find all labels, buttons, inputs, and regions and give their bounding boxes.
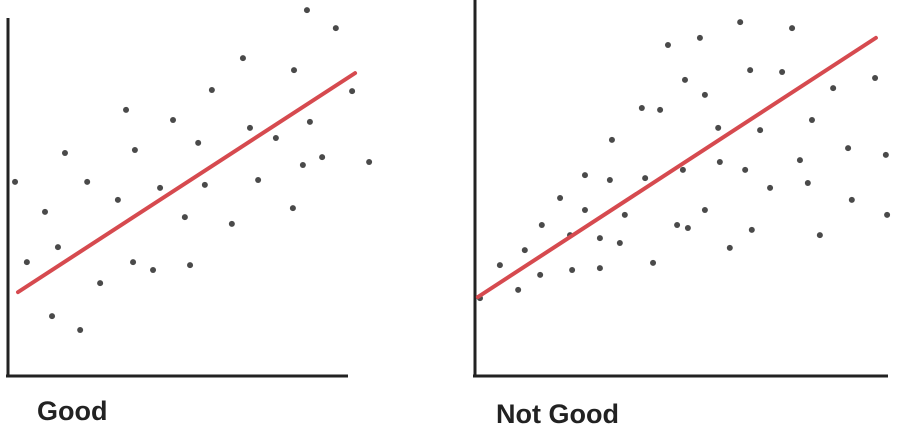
scatter-point xyxy=(830,85,837,92)
scatter-point xyxy=(701,91,708,98)
scatter-point xyxy=(804,180,811,186)
scatter-point xyxy=(228,220,235,227)
scatter-point xyxy=(701,207,708,213)
scatter-point xyxy=(272,135,279,141)
scatter-point xyxy=(557,195,564,201)
scatter-point xyxy=(650,259,657,266)
scatter-point xyxy=(123,106,130,113)
scatter-point xyxy=(747,67,754,74)
scatter-point xyxy=(767,184,774,191)
scatter-point xyxy=(596,265,603,272)
scatter-point xyxy=(181,214,188,221)
scatter-point xyxy=(306,118,313,125)
scatter-point xyxy=(816,232,823,239)
scatter-point xyxy=(150,267,157,273)
scatter-point xyxy=(246,124,253,131)
scatter-point xyxy=(674,222,681,228)
scatter-point xyxy=(779,69,786,75)
scatter-point xyxy=(715,124,722,131)
scatter-point xyxy=(114,196,121,203)
scatter-point xyxy=(157,184,164,191)
scatter-point xyxy=(187,262,194,269)
scatter-point xyxy=(195,139,202,146)
scatter-point xyxy=(303,7,310,14)
scatter-point xyxy=(515,286,522,293)
scatter-point xyxy=(642,175,649,182)
scatter-point xyxy=(848,196,855,203)
chart-title: Good xyxy=(37,396,107,426)
scatter-point xyxy=(872,75,879,81)
scatter-point xyxy=(349,88,356,95)
scatter-point xyxy=(884,211,891,218)
scatter-point xyxy=(742,166,749,173)
scatter-point xyxy=(606,177,613,183)
scatter-point xyxy=(638,105,645,111)
scatter-point xyxy=(319,154,326,161)
scatter-point xyxy=(496,262,503,269)
scatter-point xyxy=(845,145,852,152)
scatter-point xyxy=(596,235,603,242)
scatter-point xyxy=(84,178,91,185)
scatter-point xyxy=(757,127,764,134)
scatter-point xyxy=(239,55,246,62)
scatter-point xyxy=(289,205,296,212)
scatter-point xyxy=(42,208,48,215)
scatter-point xyxy=(608,136,615,143)
scatter-point xyxy=(366,159,373,165)
scatter-point xyxy=(796,157,803,164)
scatter-point xyxy=(23,259,30,266)
scatter-point xyxy=(537,271,544,278)
scatter-point xyxy=(332,25,339,32)
scatter-point xyxy=(726,244,733,251)
scatter-point xyxy=(521,247,528,254)
scatter-point xyxy=(208,87,215,93)
scatter-point xyxy=(201,181,208,188)
scatter-point xyxy=(621,211,628,218)
fit-line xyxy=(15,71,358,295)
scatter-point xyxy=(716,159,723,165)
fit-line xyxy=(475,35,878,299)
scatter-point xyxy=(616,240,623,246)
scatter-point xyxy=(77,327,84,333)
scatter-point xyxy=(808,117,815,123)
scatter-point xyxy=(170,117,177,123)
scatter-point xyxy=(681,76,688,83)
scatter-point xyxy=(299,162,306,168)
scatter-point xyxy=(684,225,691,231)
chart-title: Not Good xyxy=(496,399,619,429)
scatter-point xyxy=(130,259,137,266)
scatter-point xyxy=(49,313,56,320)
scatter-point xyxy=(581,207,588,213)
scatter-point xyxy=(679,166,686,173)
scatter-point xyxy=(748,226,755,233)
scatter-point xyxy=(255,177,262,183)
scatter-point xyxy=(291,67,298,74)
scatter-point xyxy=(696,34,703,41)
scatter-point xyxy=(737,19,744,26)
scatter-point xyxy=(97,280,104,287)
scatter-point xyxy=(54,244,61,251)
scatter-point xyxy=(538,222,545,228)
scatter-point xyxy=(657,106,664,113)
scatter-point xyxy=(131,147,138,153)
scatter-point xyxy=(12,178,19,185)
scatter-point xyxy=(789,25,796,32)
scatter-point xyxy=(61,150,68,156)
scatter-point xyxy=(581,172,588,179)
scatter-point xyxy=(569,267,576,273)
scatter-point xyxy=(664,42,671,48)
scatter-point xyxy=(882,151,889,158)
